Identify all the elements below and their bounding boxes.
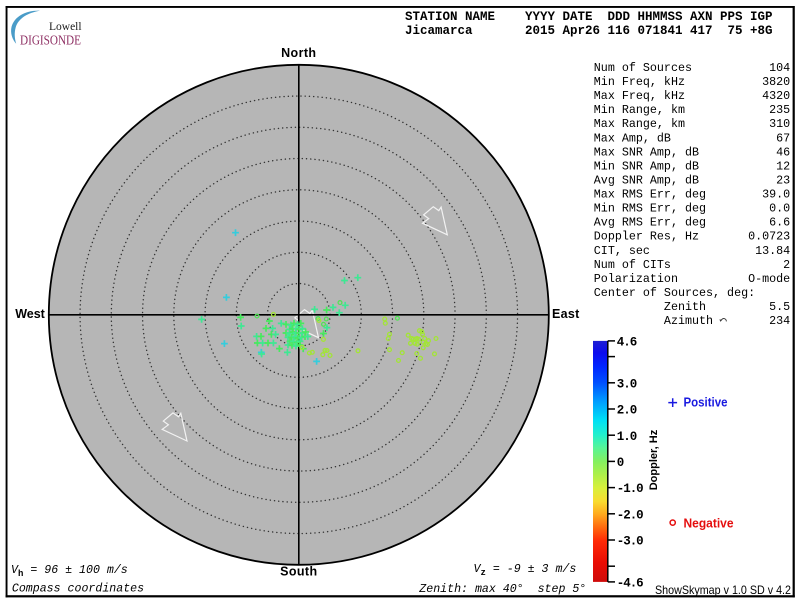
svg-text:Avg RMS Err, deg 6.6: Avg RMS Err, deg 6.6: [594, 216, 790, 230]
svg-text:Polarization O-mode: Polarization O-mode: [594, 272, 790, 286]
svg-text:-1.0: -1.0: [617, 482, 643, 496]
svg-text:South: South: [280, 565, 317, 579]
svg-text:Avg SNR Amp, dB 23: Avg SNR Amp, dB 23: [594, 174, 790, 188]
svg-text:2.0: 2.0: [617, 404, 637, 418]
svg-text:Negative: Negative: [684, 516, 734, 530]
svg-text:East: East: [552, 307, 580, 321]
svg-text:-3.0: -3.0: [617, 535, 643, 549]
svg-text:Azimuth 234: Azimuth 234: [594, 314, 790, 328]
svg-text:3.0: 3.0: [617, 377, 637, 391]
svg-text:North: North: [281, 46, 316, 60]
svg-text:Min RMS Err, deg 0.0: Min RMS Err, deg 0.0: [594, 202, 790, 216]
svg-text:Max RMS Err, deg 39.0: Max RMS Err, deg 39.0: [594, 188, 790, 202]
svg-text:STATION NAME YYYY DATE DDD: STATION NAME YYYY DATE DDD HHMMSS AXN PP…: [405, 10, 773, 24]
svg-text:0: 0: [617, 456, 624, 470]
svg-text:Lowell: Lowell: [49, 21, 82, 33]
svg-text:Num of Sources 104: Num of Sources 104: [594, 61, 790, 75]
svg-text:Num of CITs 2: Num of CITs 2: [594, 258, 790, 272]
svg-text:1.0: 1.0: [617, 430, 637, 444]
svg-text:Vz = -9 ± 3 m/s: Vz = -9 ± 3 m/s: [474, 563, 577, 578]
svg-text:Doppler, Hz: Doppler, Hz: [648, 429, 660, 490]
svg-text:Max SNR Amp, dB 46: Max SNR Amp, dB 46: [594, 145, 790, 159]
svg-text:Vh = 96 ± 100 m/s: Vh = 96 ± 100 m/s: [11, 564, 128, 579]
svg-text:Max Range, km 310: Max Range, km 310: [594, 117, 790, 131]
svg-text:Min SNR Amp, dB 12: Min SNR Amp, dB 12: [594, 159, 790, 173]
svg-text:Max Freq, kHz 4320: Max Freq, kHz 4320: [594, 89, 790, 103]
svg-text:Doppler Res, Hz 0.0723: Doppler Res, Hz 0.0723: [594, 230, 790, 244]
svg-text:Max Amp, dB 67: Max Amp, dB 67: [594, 131, 790, 145]
svg-text:Center of Sources, deg:: Center of Sources, deg:: [594, 286, 755, 300]
svg-text:Zenith: max 40° step 5°: Zenith: max 40° step 5°: [418, 583, 586, 596]
svg-text:-2.0: -2.0: [617, 508, 643, 522]
svg-text:Min Freq, kHz 3820: Min Freq, kHz 3820: [594, 75, 790, 89]
svg-text:DIGISONDE: DIGISONDE: [20, 34, 81, 49]
svg-text:Zenith 5.5: Zenith 5.5: [594, 300, 790, 314]
svg-text:Jicamarca 2015 Apr26 116: Jicamarca 2015 Apr26 116 071841 417 75 +…: [405, 24, 773, 38]
svg-text:West: West: [15, 307, 45, 321]
svg-text:CIT, sec 13.84: CIT, sec 13.84: [594, 244, 790, 258]
svg-text:ShowSkymap v 1.0 SD v 4.2: ShowSkymap v 1.0 SD v 4.2: [655, 583, 791, 597]
svg-text:Compass coordinates: Compass coordinates: [12, 583, 144, 596]
svg-text:Positive: Positive: [684, 396, 728, 410]
svg-text:Min Range, km 235: Min Range, km 235: [594, 103, 790, 117]
svg-text:4.6: 4.6: [617, 336, 637, 350]
svg-text:-4.6: -4.6: [617, 577, 643, 591]
